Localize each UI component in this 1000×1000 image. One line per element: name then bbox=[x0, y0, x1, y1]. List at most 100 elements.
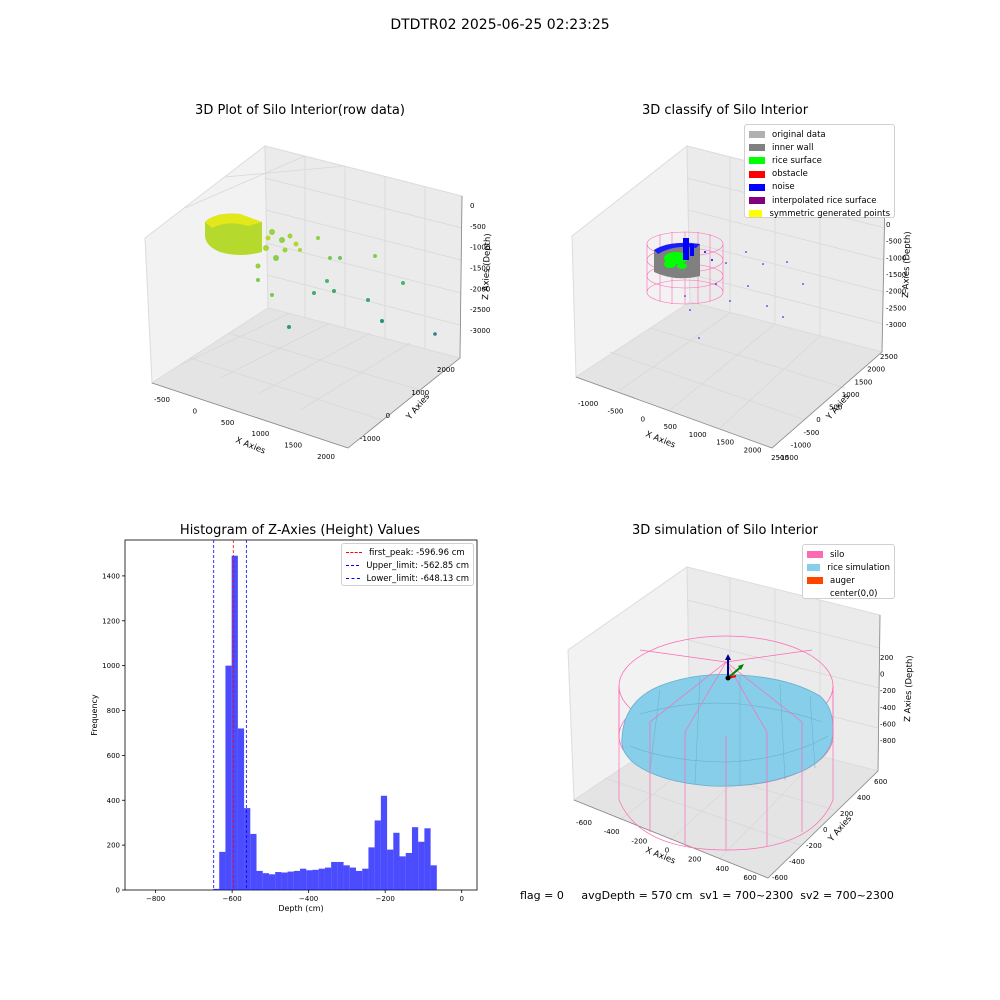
legend-item-first-peak: first_peak: -596.96 cm bbox=[346, 546, 469, 559]
z-tick-label: -1500 bbox=[886, 271, 906, 279]
x-tick-label: 1500 bbox=[716, 439, 734, 447]
x-tick-label: 0 bbox=[459, 895, 463, 903]
data-point bbox=[338, 256, 342, 260]
plot1-cluster-top bbox=[205, 213, 262, 228]
histogram-bar bbox=[349, 867, 356, 890]
auger bbox=[725, 654, 744, 681]
histogram-bar bbox=[287, 871, 294, 890]
legend-label: noise bbox=[772, 182, 795, 193]
plot4-zlabel: Z Axies (Depth) bbox=[903, 655, 915, 722]
histogram-bar bbox=[418, 841, 425, 890]
y-tick-label: 2000 bbox=[437, 366, 455, 374]
legend-swatch bbox=[749, 170, 765, 178]
legend-item-upper-limit: Upper_limit: -562.85 cm bbox=[346, 559, 469, 572]
z-tick-label: 0 bbox=[880, 671, 884, 679]
data-point bbox=[263, 245, 269, 251]
data-point bbox=[255, 263, 261, 269]
y-tick-label: 1000 bbox=[102, 662, 120, 670]
legend-item-center: center(0,0) bbox=[807, 588, 890, 601]
plot2-x-ticks: -1000 -500 0 500 1000 1500 2000 2500 bbox=[578, 400, 789, 462]
status-avg-depth: avgDepth = 570 cm bbox=[581, 889, 693, 902]
plot1-axis-lines bbox=[151, 195, 463, 449]
y-tick-label: 200 bbox=[107, 842, 120, 850]
histogram-bar bbox=[380, 795, 388, 890]
plot2-axis-lines bbox=[575, 195, 886, 449]
histogram-x-ticks: −800 −600 −400 −200 0 bbox=[146, 890, 464, 903]
histogram-bar bbox=[293, 870, 301, 890]
y-tick-label: 1500 bbox=[855, 378, 873, 386]
histogram-bar bbox=[281, 872, 288, 890]
data-point bbox=[282, 247, 288, 253]
legend-swatch bbox=[749, 197, 765, 205]
plot4-x-ticks: -600 -400 -200 0 200 400 600 bbox=[576, 819, 757, 880]
histogram-xlabel: Depth (cm) bbox=[278, 904, 323, 913]
status-line: flag = 0 avgDepth = 570 cm sv1 = 700~230… bbox=[520, 889, 894, 902]
histogram-frame bbox=[124, 539, 478, 891]
x-tick-label: −800 bbox=[146, 895, 165, 903]
histogram-bar bbox=[374, 820, 381, 890]
plot1-points bbox=[205, 213, 437, 336]
data-point bbox=[433, 332, 437, 336]
plot1-y-ticks: -1000 0 1000 2000 bbox=[360, 366, 455, 443]
data-point bbox=[373, 254, 377, 258]
y-tick-label: 400 bbox=[857, 794, 870, 802]
histogram-bar bbox=[231, 555, 238, 890]
legend-line bbox=[346, 565, 360, 567]
legend-item-symmetric: symmetric generated points bbox=[749, 207, 890, 220]
legend-line bbox=[346, 552, 362, 554]
y-tick-label: -1000 bbox=[360, 435, 380, 443]
data-point bbox=[401, 281, 405, 285]
legend-label: first_peak: -596.96 cm bbox=[369, 547, 465, 558]
y-tick-label: 0 bbox=[386, 412, 390, 420]
legend-swatch bbox=[749, 183, 765, 191]
histogram-bar bbox=[343, 865, 350, 890]
plot1-title: 3D Plot of Silo Interior(row data) bbox=[195, 103, 405, 118]
plot2-zlabel: Z Axies (Depth) bbox=[901, 231, 913, 298]
histogram-bar bbox=[213, 888, 220, 890]
histogram-bar bbox=[324, 867, 332, 890]
data-point bbox=[265, 235, 271, 241]
histogram-bar bbox=[300, 868, 307, 890]
legend-item-noise: noise bbox=[749, 181, 890, 194]
x-tick-label: 0 bbox=[641, 415, 645, 423]
data-point bbox=[270, 293, 274, 297]
histogram-bar bbox=[219, 851, 226, 890]
x-tick-label: −600 bbox=[223, 895, 242, 903]
plot1-grid bbox=[179, 155, 463, 421]
histogram-bar bbox=[256, 870, 263, 890]
y-tick-label: -400 bbox=[789, 858, 805, 866]
data-point bbox=[366, 298, 370, 302]
histogram-bar bbox=[250, 833, 257, 890]
histogram-bar bbox=[237, 728, 245, 890]
histogram-bar bbox=[362, 868, 369, 890]
histogram-bar bbox=[399, 856, 406, 890]
x-tick-label: 0 bbox=[665, 847, 669, 855]
x-tick-label: -400 bbox=[604, 828, 620, 836]
y-tick-label: 400 bbox=[107, 797, 120, 805]
histogram-ylabel: Frequency bbox=[90, 694, 99, 736]
legend-item-rice-surface: rice surface bbox=[749, 154, 890, 167]
plot1-xlabel: X Axies bbox=[234, 436, 267, 457]
legend-item-obstacle: obstacle bbox=[749, 168, 890, 181]
plot1-x-ticks: -500 0 500 1000 1500 2000 bbox=[154, 396, 335, 461]
histogram-bar bbox=[356, 870, 363, 890]
legend-swatch bbox=[807, 551, 823, 559]
histogram-vlines bbox=[213, 540, 247, 890]
histogram-bar bbox=[368, 847, 375, 890]
x-tick-label: 1000 bbox=[251, 430, 269, 438]
x-tick-label: −200 bbox=[376, 895, 395, 903]
y-tick-label: -600 bbox=[772, 874, 788, 880]
histogram-bar bbox=[318, 868, 325, 890]
y-tick-label: 0 bbox=[816, 416, 820, 424]
hist-title: Histogram of Z-Axies (Height) Values bbox=[179, 523, 421, 538]
legend-item-silo: silo bbox=[807, 548, 890, 561]
legend-item-auger: auger bbox=[807, 574, 890, 587]
plot4-y-ticks: -600 -400-2000 200 400 600 bbox=[772, 778, 887, 880]
plot4-ylabel: Y Axies bbox=[826, 814, 854, 845]
status-sv2: sv2 = 700~2300 bbox=[800, 889, 894, 902]
histogram-bar bbox=[411, 827, 419, 890]
x-tick-label: 400 bbox=[716, 865, 729, 873]
data-point bbox=[298, 248, 302, 252]
